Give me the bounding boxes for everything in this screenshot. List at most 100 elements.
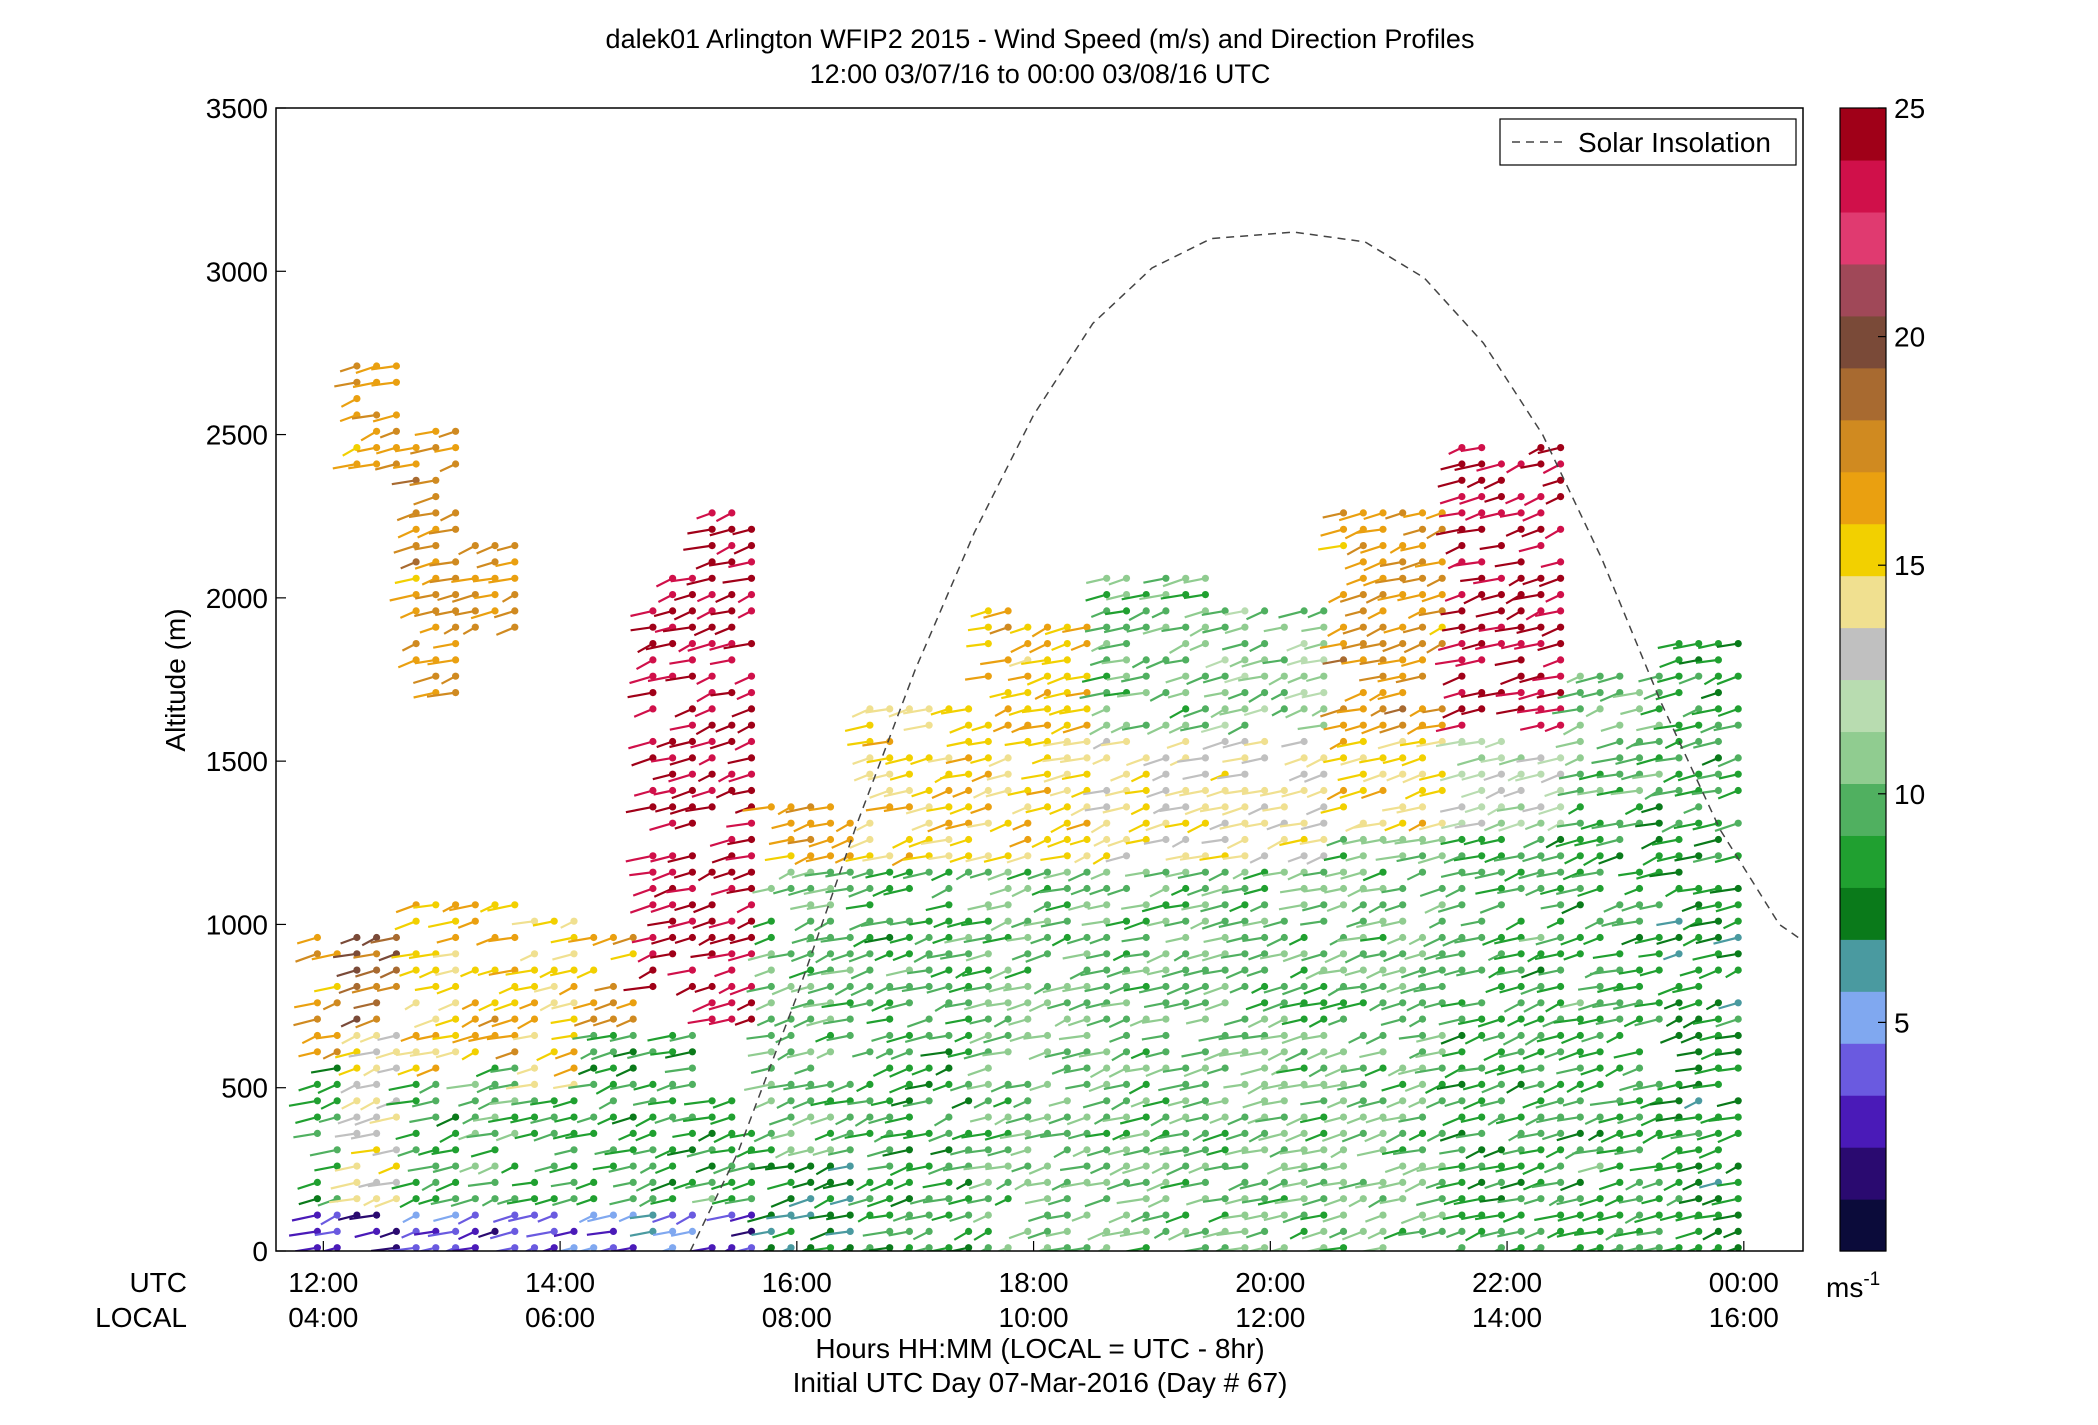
wind-barb-dot — [965, 868, 973, 876]
wind-barb — [708, 1001, 733, 1011]
wind-barb — [1299, 838, 1324, 845]
wind-barb — [1041, 658, 1068, 666]
wind-barb-dot — [1379, 542, 1387, 550]
wind-barb-dot — [1557, 525, 1565, 533]
wind-barb-dot — [1162, 1048, 1170, 1056]
wind-barb-dot — [1635, 1113, 1644, 1121]
wind-barb — [980, 658, 1009, 666]
wind-barb-dot — [1162, 1195, 1170, 1203]
wind-barb — [1084, 805, 1107, 812]
colorbar-swatch — [1840, 835, 1886, 888]
wind-barb — [1713, 936, 1739, 945]
wind-barb — [967, 1067, 989, 1077]
wind-barb-dot — [787, 1080, 795, 1088]
wind-barb — [1538, 805, 1561, 816]
wind-barb — [947, 920, 969, 928]
wind-barb — [288, 1099, 318, 1107]
wind-barb-dot — [1300, 1064, 1308, 1072]
wind-barb-dot — [708, 509, 716, 517]
wind-barb — [805, 854, 831, 863]
wind-barb — [1558, 773, 1581, 780]
wind-barb — [884, 1116, 910, 1124]
wind-barb-dot — [1339, 786, 1348, 795]
wind-barb-dot — [1399, 803, 1407, 811]
wind-barb-dot — [1616, 950, 1624, 958]
wind-barb-dot — [1537, 754, 1545, 762]
wind-barb-dot — [984, 1129, 992, 1137]
wind-barb-dot — [491, 591, 499, 599]
wind-barb-dot — [412, 1097, 420, 1105]
wind-barb-dot — [1458, 901, 1466, 909]
wind-barb — [1045, 903, 1068, 912]
wind-barb-dot — [826, 819, 835, 827]
chart-subtitle: 12:00 03/07/16 to 00:00 03/08/16 UTC — [810, 59, 1271, 89]
wind-barb-dot — [1004, 819, 1012, 827]
wind-barb-dot — [1261, 689, 1269, 697]
wind-barb — [1398, 1116, 1423, 1123]
wind-barb — [1416, 740, 1443, 748]
wind-barb-dot — [1261, 933, 1269, 942]
wind-barb-dot — [1655, 852, 1663, 860]
wind-barb-dot — [1043, 999, 1052, 1007]
wind-barb-dot — [1379, 558, 1387, 566]
wind-barb-dot — [1616, 737, 1624, 746]
wind-barb-dot — [1182, 1211, 1190, 1219]
wind-barb-dot — [1438, 623, 1446, 631]
wind-barb-dot — [1576, 1064, 1584, 1072]
wind-barb-dot — [787, 852, 795, 860]
wind-barb-dot — [1261, 1080, 1269, 1088]
wind-barb-dot — [1635, 966, 1644, 974]
wind-barb-dot — [1616, 1064, 1624, 1072]
wind-barb-dot — [747, 525, 756, 533]
wind-barb-dot — [1182, 819, 1190, 827]
wind-barb-dot — [1182, 656, 1190, 664]
wind-barb — [1222, 740, 1246, 749]
chart-title: dalek01 Arlington WFIP2 2015 - Wind Spee… — [606, 24, 1475, 54]
wind-barb — [293, 1001, 318, 1009]
wind-barb-dot — [1635, 1080, 1644, 1088]
wind-barb-dot — [1339, 1211, 1348, 1219]
wind-barb — [1695, 936, 1719, 945]
wind-barb-dot — [747, 542, 756, 550]
wind-barb-dot — [1695, 721, 1703, 729]
wind-barb — [1183, 593, 1206, 600]
wind-barb-dot — [530, 1113, 539, 1121]
wind-barb-dot — [1201, 917, 1209, 925]
wind-barb — [1359, 675, 1384, 682]
wind-barb-dot — [1043, 950, 1052, 958]
wind-barb — [1121, 593, 1147, 601]
wind-barb — [710, 1116, 733, 1125]
wind-barb-dot — [1241, 1080, 1249, 1088]
wind-barb-dot — [452, 460, 460, 468]
wind-barb — [1578, 1050, 1601, 1059]
wind-barb-dot — [1695, 1244, 1703, 1251]
wind-barb — [1713, 1214, 1739, 1221]
wind-barb-dot — [1083, 884, 1091, 893]
wind-barb — [1495, 1165, 1522, 1173]
wind-barb — [411, 1099, 437, 1108]
wind-barb-dot — [1557, 1031, 1565, 1040]
wind-barb-dot — [747, 1244, 756, 1251]
wind-barb — [1301, 1034, 1324, 1041]
wind-barb-dot — [1695, 999, 1703, 1007]
wind-barb — [982, 936, 1009, 944]
wind-barb-dot — [1063, 1211, 1071, 1219]
wind-barb-dot — [1063, 721, 1071, 729]
wind-barb-dot — [1142, 607, 1150, 615]
wind-barb-dot — [1182, 574, 1190, 582]
wind-barb-dot — [1221, 689, 1229, 697]
wind-barb-dot — [1261, 672, 1269, 680]
wind-barb-dot — [1399, 558, 1407, 566]
wind-barb-dot — [373, 966, 381, 974]
wind-barb-dot — [1004, 705, 1012, 713]
wind-barb-dot — [1359, 786, 1367, 795]
wind-barb — [1059, 1165, 1088, 1172]
wind-barb — [1398, 1034, 1423, 1040]
wind-barb-dot — [1004, 1178, 1012, 1186]
wind-barb — [1202, 1197, 1226, 1203]
wind-barb-dot — [1418, 623, 1427, 631]
wind-barb-dot — [1616, 672, 1624, 680]
wind-barb-dot — [511, 999, 519, 1007]
wind-barb-dot — [1241, 1195, 1249, 1203]
wind-barb — [1714, 1050, 1739, 1056]
